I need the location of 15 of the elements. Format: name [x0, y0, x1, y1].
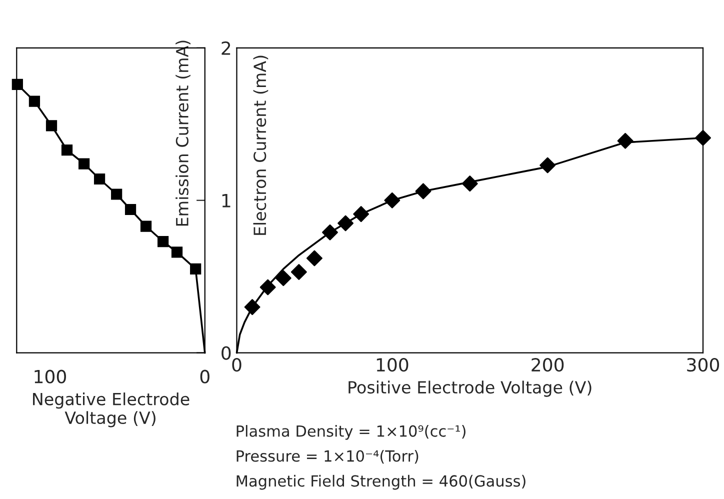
- text: Plasma Density = 1×10⁹(cc⁻¹): [236, 425, 466, 440]
- x-axis-title: Negative Electrode Voltage (V): [33, 392, 190, 428]
- y-axis-title: Electron Current (mA): [253, 56, 268, 235]
- y-tick-label: 2: [222, 41, 230, 55]
- text: Pressure = 1×10⁻⁴(Torr): [236, 450, 418, 464]
- x-axis-title: Positive Electrode Voltage (V): [348, 380, 592, 397]
- y-tick-label: 0: [222, 346, 231, 360]
- x-tick-label: 0: [232, 358, 242, 372]
- x-tick-label: 200: [532, 358, 564, 372]
- y-tick-label: 1: [222, 194, 230, 208]
- x-tick-label: 300: [687, 358, 720, 372]
- text: Magnetic Field Strength = 460(Gauss): [236, 474, 526, 490]
- x-tick-label: 100: [376, 358, 408, 372]
- y-axis-title: Emission Current (mA): [176, 40, 190, 226]
- x-tick-label: 100: [34, 370, 66, 384]
